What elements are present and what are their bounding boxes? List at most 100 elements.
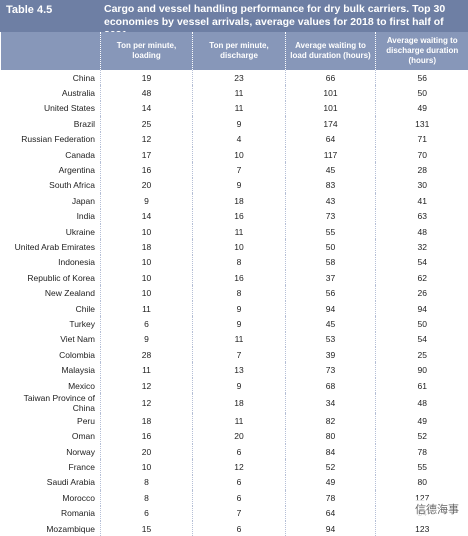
value-cell: 18 [193, 193, 286, 208]
value-cell: 11 [193, 101, 286, 116]
table-label: Table 4.5 [0, 0, 100, 32]
value-cell: 64 [286, 506, 376, 521]
value-cell: 9 [101, 193, 193, 208]
table-title: Cargo and vessel handling performance fo… [100, 0, 468, 32]
value-cell: 80 [286, 429, 376, 444]
column-header: Ton per minute, discharge [193, 32, 286, 70]
value-cell: 50 [286, 239, 376, 254]
value-cell: 55 [286, 224, 376, 239]
value-cell: 11 [101, 362, 193, 377]
table-row: Romania676454 [1, 506, 468, 521]
value-cell: 45 [286, 162, 376, 177]
country-cell: South Africa [1, 178, 101, 193]
value-cell: 16 [193, 209, 286, 224]
country-cell: Malaysia [1, 362, 101, 377]
value-cell: 48 [376, 393, 468, 413]
value-cell: 9 [193, 178, 286, 193]
value-cell: 12 [101, 393, 193, 413]
country-cell: Japan [1, 193, 101, 208]
value-cell: 101 [286, 101, 376, 116]
country-cell: Norway [1, 444, 101, 459]
value-cell: 56 [376, 70, 468, 85]
value-cell: 9 [193, 378, 286, 393]
country-cell: Republic of Korea [1, 270, 101, 285]
value-cell: 10 [101, 270, 193, 285]
country-cell: Taiwan Province of China [1, 393, 101, 413]
value-cell: 71 [376, 132, 468, 147]
value-cell: 49 [286, 475, 376, 490]
country-cell: Viet Nam [1, 332, 101, 347]
value-cell: 7 [193, 162, 286, 177]
value-cell: 52 [376, 429, 468, 444]
value-cell: 52 [286, 459, 376, 474]
value-cell: 50 [376, 85, 468, 100]
country-cell: Australia [1, 85, 101, 100]
value-cell: 82 [286, 413, 376, 428]
value-cell: 68 [286, 378, 376, 393]
value-cell: 48 [101, 85, 193, 100]
value-cell: 73 [286, 362, 376, 377]
value-cell: 11 [193, 413, 286, 428]
value-cell: 117 [286, 147, 376, 162]
value-cell: 7 [193, 506, 286, 521]
value-cell: 8 [193, 255, 286, 270]
value-cell: 58 [286, 255, 376, 270]
value-cell: 34 [286, 393, 376, 413]
value-cell: 16 [101, 162, 193, 177]
value-cell: 10 [101, 255, 193, 270]
country-cell: United Arab Emirates [1, 239, 101, 254]
value-cell: 16 [101, 429, 193, 444]
country-cell: Indonesia [1, 255, 101, 270]
country-cell: Romania [1, 506, 101, 521]
value-cell: 73 [286, 209, 376, 224]
value-cell: 83 [286, 178, 376, 193]
value-cell: 26 [376, 285, 468, 300]
value-cell: 174 [286, 116, 376, 131]
value-cell: 62 [376, 270, 468, 285]
value-cell: 10 [101, 459, 193, 474]
value-cell: 6 [193, 475, 286, 490]
country-cell: Morocco [1, 490, 101, 505]
value-cell: 53 [286, 332, 376, 347]
column-header: Average waiting to load duration (hours) [286, 32, 376, 70]
value-cell: 6 [101, 316, 193, 331]
value-cell: 9 [193, 301, 286, 316]
value-cell: 14 [101, 101, 193, 116]
country-cell: United States [1, 101, 101, 116]
value-cell: 80 [376, 475, 468, 490]
value-cell: 17 [101, 147, 193, 162]
value-cell: 18 [101, 413, 193, 428]
value-cell: 23 [193, 70, 286, 85]
value-cell: 30 [376, 178, 468, 193]
value-cell: 10 [101, 285, 193, 300]
country-cell: Russian Federation [1, 132, 101, 147]
country-cell: India [1, 209, 101, 224]
country-cell: Canada [1, 147, 101, 162]
value-cell: 18 [101, 239, 193, 254]
value-cell: 25 [101, 116, 193, 131]
value-cell: 70 [376, 147, 468, 162]
country-cell: Saudi Arabia [1, 475, 101, 490]
value-cell: 41 [376, 193, 468, 208]
value-cell: 13 [193, 362, 286, 377]
country-cell: Turkey [1, 316, 101, 331]
value-cell: 94 [376, 301, 468, 316]
value-cell: 9 [101, 332, 193, 347]
country-cell: Brazil [1, 116, 101, 131]
value-cell: 90 [376, 362, 468, 377]
